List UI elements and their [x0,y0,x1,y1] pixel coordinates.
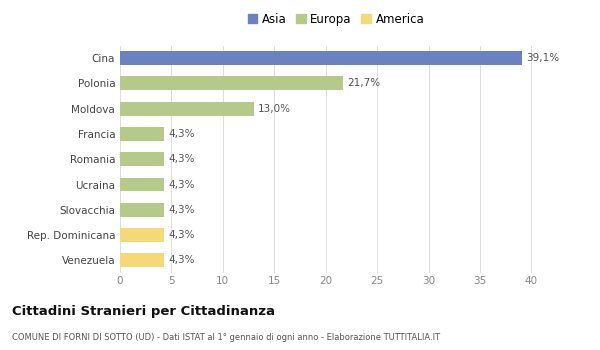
Text: 13,0%: 13,0% [258,104,291,114]
Text: 39,1%: 39,1% [526,53,559,63]
Text: 4,3%: 4,3% [169,205,195,215]
Text: 4,3%: 4,3% [169,129,195,139]
Legend: Asia, Europa, America: Asia, Europa, America [245,10,427,28]
Text: 4,3%: 4,3% [169,230,195,240]
Text: COMUNE DI FORNI DI SOTTO (UD) - Dati ISTAT al 1° gennaio di ogni anno - Elaboraz: COMUNE DI FORNI DI SOTTO (UD) - Dati IST… [12,332,440,342]
Text: 4,3%: 4,3% [169,154,195,164]
Bar [120,177,164,191]
Text: Cittadini Stranieri per Cittadinanza: Cittadini Stranieri per Cittadinanza [12,304,275,317]
Bar [120,51,522,65]
Bar [120,76,343,90]
Bar [120,127,164,141]
Bar [120,203,164,217]
Bar [120,152,164,166]
Text: 4,3%: 4,3% [169,180,195,190]
Text: 4,3%: 4,3% [169,256,195,265]
Text: 21,7%: 21,7% [347,78,380,89]
Bar [120,253,164,267]
Bar [120,228,164,242]
Bar [120,102,254,116]
